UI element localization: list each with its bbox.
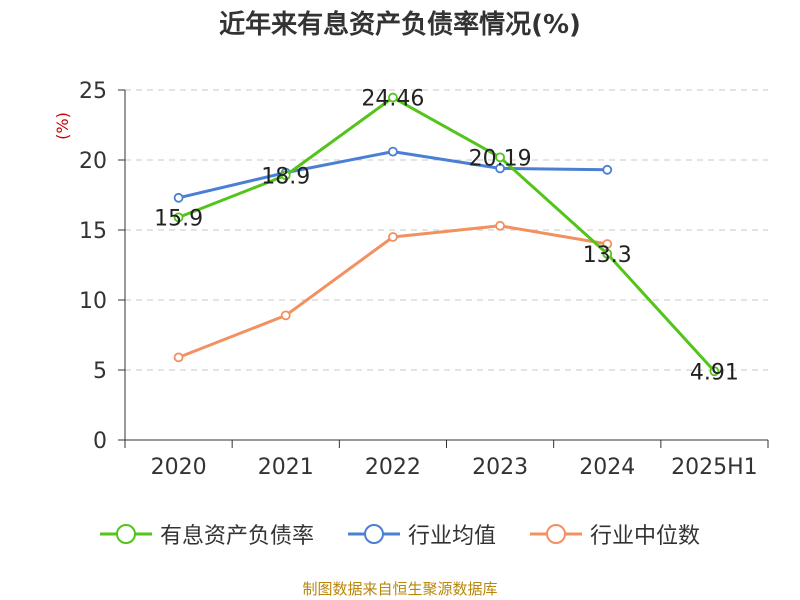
data-point <box>709 366 720 377</box>
source-footer: 制图数据来自恒生聚源数据库 <box>302 580 498 598</box>
data-point <box>495 163 505 174</box>
x-tick-label: 2021 <box>258 455 314 480</box>
legend: 有息资产负债率 行业均值 行业中位数 <box>0 518 800 550</box>
data-point <box>602 248 613 259</box>
legend-item[interactable]: 有息资产负债率 <box>99 518 314 550</box>
x-tick-label: 2020 <box>151 455 207 480</box>
y-tick-label: 25 <box>79 79 107 104</box>
x-tick-label: 2025H1 <box>671 455 758 480</box>
data-label: 20.19 <box>469 146 532 171</box>
data-point <box>280 170 291 181</box>
data-point <box>388 232 398 242</box>
y-tick-label: 5 <box>93 359 107 384</box>
data-label: 4.91 <box>690 360 739 385</box>
legend-item[interactable]: 行业中位数 <box>530 518 700 550</box>
data-label: 24.46 <box>361 87 424 112</box>
legend-swatch <box>530 524 582 544</box>
y-tick-label: 0 <box>93 429 107 454</box>
data-point <box>173 352 184 363</box>
data-label: 13.3 <box>583 243 632 268</box>
data-label: 18.9 <box>261 164 310 189</box>
y-axis-label: (%) <box>53 112 72 140</box>
y-tick-label: 10 <box>79 289 107 314</box>
legend-label: 行业中位数 <box>590 524 701 549</box>
series-line <box>178 224 608 359</box>
data-label: 15.9 <box>154 206 203 231</box>
data-point <box>173 192 184 203</box>
x-tick-label: 2022 <box>365 455 421 480</box>
y-tick-label: 20 <box>79 149 107 174</box>
data-point <box>388 146 398 157</box>
legend-swatch <box>99 524 152 544</box>
data-point <box>495 220 505 231</box>
data-point <box>602 239 613 249</box>
y-tick-label: 15 <box>79 219 107 244</box>
legend-label: 有息资产负债率 <box>159 524 314 549</box>
data-point <box>280 310 291 321</box>
x-tick-label: 2023 <box>472 455 528 480</box>
series-line <box>178 96 716 373</box>
legend-swatch <box>347 524 400 544</box>
data-point <box>602 164 613 175</box>
data-point <box>173 212 184 223</box>
legend-label: 行业均值 <box>407 524 496 549</box>
x-tick-label: 2024 <box>579 455 635 480</box>
data-point <box>495 152 505 163</box>
data-point <box>388 92 398 103</box>
chart-title: 近年来有息资产负债率情况(%) <box>219 10 581 40</box>
legend-item[interactable]: 行业均值 <box>347 518 496 550</box>
